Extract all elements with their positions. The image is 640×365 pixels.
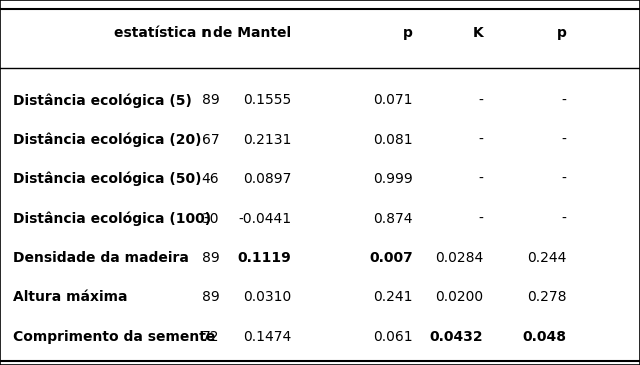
Text: 0.1555: 0.1555 [243,93,291,107]
Text: 0.2131: 0.2131 [243,133,291,147]
Text: 0.241: 0.241 [373,291,413,304]
Text: 46: 46 [202,172,220,186]
Text: -: - [478,212,483,226]
Text: 89: 89 [202,93,220,107]
Text: 89: 89 [202,291,220,304]
Text: 0.0897: 0.0897 [243,172,291,186]
Text: Distância ecológica (5): Distância ecológica (5) [13,93,191,108]
Text: 0.081: 0.081 [373,133,413,147]
Text: 0.071: 0.071 [373,93,413,107]
Text: 0.1474: 0.1474 [243,330,291,344]
Text: K: K [472,26,483,40]
Text: 89: 89 [202,251,220,265]
Text: Comprimento da semente: Comprimento da semente [13,330,215,344]
Text: 0.244: 0.244 [527,251,566,265]
Text: -: - [478,93,483,107]
Text: Distância ecológica (100): Distância ecológica (100) [13,211,211,226]
Text: -: - [478,133,483,147]
Text: -: - [561,212,566,226]
Text: 0.0310: 0.0310 [243,291,291,304]
Text: -: - [561,172,566,186]
Text: 0.1119: 0.1119 [237,251,291,265]
Text: Altura máxima: Altura máxima [13,291,127,304]
Text: Distância ecológica (50): Distância ecológica (50) [13,172,202,187]
Text: 0.278: 0.278 [527,291,566,304]
Text: -0.0441: -0.0441 [238,212,291,226]
Text: 0.874: 0.874 [373,212,413,226]
Text: 0.0200: 0.0200 [435,291,483,304]
Text: -: - [561,93,566,107]
Text: 72: 72 [202,330,219,344]
Text: 0.061: 0.061 [373,330,413,344]
Text: estatística r de Mantel: estatística r de Mantel [114,26,291,40]
Text: 0.0432: 0.0432 [429,330,483,344]
Text: 0.048: 0.048 [522,330,566,344]
Text: 30: 30 [202,212,219,226]
Text: Densidade da madeira: Densidade da madeira [13,251,189,265]
Text: p: p [403,26,413,40]
Text: -: - [478,172,483,186]
Text: 0.0284: 0.0284 [435,251,483,265]
Text: 0.999: 0.999 [373,172,413,186]
Text: p: p [557,26,566,40]
Text: Distância ecológica (20): Distância ecológica (20) [13,132,202,147]
Text: 67: 67 [202,133,220,147]
Text: n: n [202,26,211,40]
Text: -: - [561,133,566,147]
Text: 0.007: 0.007 [369,251,413,265]
